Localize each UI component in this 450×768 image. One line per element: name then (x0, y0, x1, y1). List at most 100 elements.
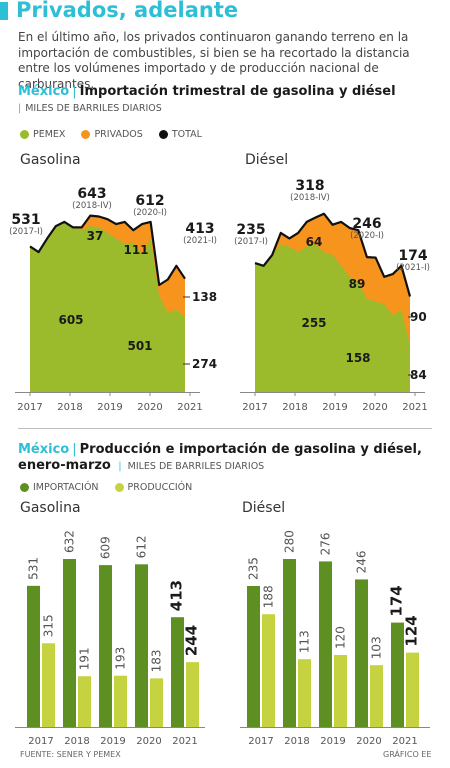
produccion-value-label: 183 (150, 649, 164, 672)
data-label: 174 (398, 248, 427, 264)
total-line (254, 212, 412, 297)
importacion-bar (391, 622, 404, 727)
produccion-bar (334, 655, 347, 727)
x-tick-label: 2020 (356, 736, 381, 747)
legend-annual: IMPORTACIÓN PRODUCCIÓN (20, 482, 208, 493)
period-label: (2018-IV) (72, 201, 112, 211)
data-label: 612 (135, 193, 164, 209)
importacion-value-label: 612 (135, 535, 149, 558)
section1-country: México (18, 84, 70, 99)
legend-item-importacion: IMPORTACIÓN (20, 482, 99, 493)
section2-country: México (18, 442, 70, 457)
data-label: 84 (410, 368, 427, 382)
importacion-value-label: 174 (388, 585, 406, 616)
importacion-value-label: 632 (63, 530, 77, 553)
produccion-bar (262, 614, 275, 727)
produccion-bar (78, 676, 91, 727)
produccion-value-label: 113 (298, 630, 312, 653)
data-label: 531 (11, 212, 40, 228)
produccion-value-label: 244 (183, 625, 201, 656)
importacion-bar (171, 617, 184, 727)
produccion-value-label: 188 (262, 585, 276, 608)
pemex-area (30, 221, 185, 392)
panel-title-gasolina-quarterly: Gasolina (20, 152, 81, 168)
x-tick-label: 2019 (100, 736, 125, 747)
x-tick-label: 2017 (242, 402, 267, 413)
legend-item-privados: PRIVADOS (81, 129, 143, 140)
section2-units-separator: | (118, 461, 122, 472)
importacion-value-label: 413 (168, 580, 186, 611)
period-label: (2020-I) (133, 208, 167, 218)
data-label: 413 (185, 221, 214, 237)
legend-label-produccion: PRODUCCIÓN (127, 482, 193, 493)
data-label: 138 (192, 290, 217, 304)
section2-title-line2: enero-marzo | MILES DE BARRILES DIARIOS (18, 458, 264, 473)
importacion-bar (63, 559, 76, 727)
period-label: (2017-I) (9, 227, 43, 237)
legend-label-privados: PRIVADOS (94, 129, 143, 140)
importacion-bar (247, 586, 260, 727)
legend-dot-produccion (114, 483, 124, 492)
legend-quarterly: PEMEX PRIVADOS TOTAL (20, 129, 218, 140)
importacion-value-label: 235 (247, 557, 261, 580)
produccion-value-label: 315 (42, 614, 56, 637)
importacion-bar (27, 585, 40, 727)
legend-item-pemex: PEMEX (20, 129, 65, 140)
x-tick-label: 2019 (320, 736, 345, 747)
data-label: 37 (87, 229, 104, 243)
section1-units-text: MILES DE BARRILES DIARIOS (25, 103, 162, 114)
importacion-value-label: 609 (99, 536, 113, 559)
period-label: (2018-IV) (290, 193, 330, 203)
data-label: 111 (123, 243, 148, 257)
produccion-bar (150, 678, 163, 727)
produccion-value-label: 191 (78, 647, 92, 670)
legend-label-pemex: PEMEX (33, 129, 66, 140)
importacion-bar (99, 565, 112, 727)
area-chart-gasolina: 2017 2018 2019 2020 2021 531(2017-I) 643(2018-… (9, 186, 217, 413)
x-tick-label: 2018 (57, 402, 82, 413)
legend-label-importacion: IMPORTACIÓN (33, 482, 99, 493)
area-chart-diesel: 2017 2018 2019 2020 2021 235(2017-I) 318(2018-… (234, 178, 430, 413)
x-tick-label: 2018 (282, 402, 307, 413)
section1-units-separator: | (18, 103, 22, 114)
section-divider (18, 428, 432, 429)
importacion-bar (355, 579, 368, 727)
period-label: (2021-I) (396, 263, 430, 273)
period-label: (2020-I) (350, 231, 384, 241)
x-tick-label: 2021 (402, 402, 427, 413)
produccion-value-label: 103 (370, 636, 384, 659)
produccion-bar (298, 659, 311, 727)
panel-title-diesel-quarterly: Diésel (245, 152, 289, 168)
period-label: (2021-I) (183, 236, 217, 246)
data-label: 158 (345, 351, 370, 365)
section1-title-text: Importación trimestral de gasolina y dié… (79, 84, 396, 99)
x-tick-label: 2020 (137, 402, 162, 413)
total-line (29, 214, 186, 287)
x-tick-label: 2020 (362, 402, 387, 413)
data-label: 605 (58, 313, 83, 327)
produccion-bar (42, 643, 55, 727)
produccion-value-label: 124 (403, 615, 421, 646)
legend-item-total: TOTAL (158, 129, 202, 140)
section2-units: MILES DE BARRILES DIARIOS (127, 461, 265, 472)
importacion-bar (135, 564, 148, 727)
legend-dot-pemex (20, 130, 29, 139)
x-tick-label: 2020 (136, 736, 161, 747)
data-label: 90 (410, 310, 427, 324)
importacion-value-label: 276 (319, 532, 333, 555)
panel-title-diesel-annual: Diésel (242, 500, 286, 516)
importacion-value-label: 280 (283, 530, 297, 553)
produccion-bar (186, 662, 199, 727)
section2-title-line1: México | Producción e importación de gasol… (18, 442, 422, 457)
data-label: 501 (127, 339, 152, 353)
data-label: 89 (349, 277, 366, 291)
bar-chart-gasolina: 531 315 2017 632 191 2018 609 193 2019 612 183 2020… (15, 530, 205, 747)
legend-label-total: TOTAL (171, 129, 202, 140)
data-label: 318 (295, 178, 324, 194)
data-label: 246 (352, 216, 381, 232)
section1-title: México | Importación trimestral de gasolin… (18, 84, 396, 99)
importacion-value-label: 531 (27, 557, 41, 580)
x-tick-label: 2018 (64, 736, 89, 747)
produccion-value-label: 120 (334, 626, 348, 649)
